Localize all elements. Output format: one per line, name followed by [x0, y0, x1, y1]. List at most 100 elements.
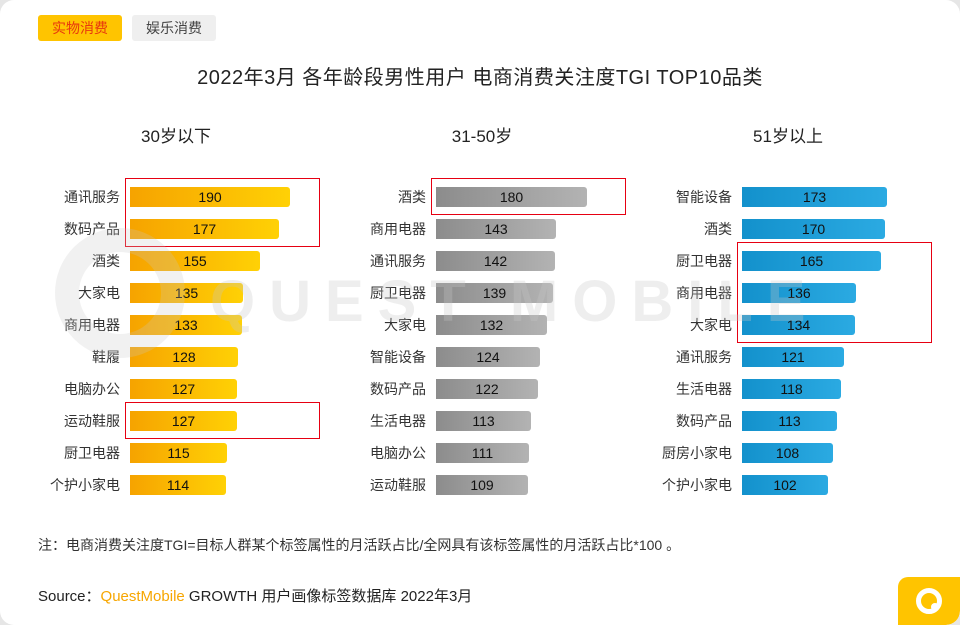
- bar-area: 165: [742, 251, 934, 271]
- bar: 143: [436, 219, 556, 239]
- tab-entertainment-consumption[interactable]: 娱乐消费: [132, 15, 216, 41]
- bar-value: 135: [174, 285, 199, 301]
- chart-row: 厨房小家电 108: [642, 437, 934, 469]
- chart-row: 大家电 134: [642, 309, 934, 341]
- category-label: 生活电器: [676, 381, 732, 397]
- chart-row: 智能设备 173: [642, 181, 934, 213]
- chart-body: 通讯服务 190 数码产品 177 酒类 155 大家电 135 商用电器 133 鞋履 128 电脑办…: [30, 178, 322, 501]
- chart-row: 电脑办公 127: [30, 373, 322, 405]
- category-label: 大家电: [78, 285, 120, 301]
- chart-row: 厨卫电器 165: [642, 245, 934, 277]
- bar-area: 155: [130, 251, 322, 271]
- bar: 165: [742, 251, 881, 271]
- source-line: Source：QuestMobile GROWTH 用户画像标签数据库 2022…: [38, 585, 960, 606]
- bar-value: 142: [483, 253, 508, 269]
- bar-value: 122: [475, 381, 499, 397]
- bar: 142: [436, 251, 555, 271]
- bar: 134: [742, 315, 855, 335]
- category-label: 数码产品: [676, 413, 732, 429]
- bar: 173: [742, 187, 887, 207]
- category-label: 大家电: [690, 317, 732, 333]
- bar-area: 113: [436, 411, 628, 431]
- bar: 128: [130, 347, 238, 367]
- chart-row: 酒类 180: [336, 181, 628, 213]
- bar: 113: [742, 411, 837, 431]
- bar-value: 165: [799, 253, 824, 269]
- bar: 180: [436, 187, 587, 207]
- bar: 109: [436, 475, 528, 495]
- charts: 30岁以下 通讯服务 190 数码产品 177 酒类 155 大家电 135 商用电器 133 鞋履…: [0, 90, 960, 501]
- bar-area: 170: [742, 219, 934, 239]
- bar-value: 173: [802, 189, 827, 205]
- bar-value: 118: [780, 381, 803, 397]
- bar: 113: [436, 411, 531, 431]
- chart-row: 数码产品 177: [30, 213, 322, 245]
- source-brand: QuestMobile: [100, 588, 185, 605]
- category-label: 酒类: [398, 189, 426, 205]
- bar-area: 134: [742, 315, 934, 335]
- bar-value: 133: [174, 317, 198, 333]
- category-label: 电脑办公: [370, 445, 426, 461]
- bar-area: 133: [130, 315, 322, 335]
- chart-body: 智能设备 173 酒类 170 厨卫电器 165 商用电器 136 大家电 134 通讯服务 121 生…: [642, 181, 934, 501]
- chart-row: 酒类 170: [642, 213, 934, 245]
- bar-value: 128: [172, 349, 196, 365]
- bar-area: 132: [436, 315, 628, 335]
- category-label: 通讯服务: [676, 349, 732, 365]
- bar: 114: [130, 475, 226, 495]
- bar-value: 102: [773, 477, 797, 493]
- bar: 121: [742, 347, 844, 367]
- bar-value: 127: [171, 381, 196, 397]
- bar-area: 142: [436, 251, 628, 271]
- chart-row: 大家电 132: [336, 309, 628, 341]
- category-label: 数码产品: [64, 221, 120, 237]
- bar-area: 111: [436, 443, 628, 463]
- bar-value: 113: [778, 413, 801, 429]
- chart-row: 通讯服务 142: [336, 245, 628, 277]
- bar-area: 177: [130, 219, 322, 239]
- chart-title: 30岁以下: [141, 127, 211, 146]
- chart-31-50: 31-50岁 酒类 180 商用电器 143 通讯服务 142 厨卫电器 139 大家电 132 智…: [336, 122, 628, 501]
- bar-value: 136: [787, 285, 811, 301]
- category-label: 个护小家电: [662, 477, 732, 493]
- bar-area: 127: [130, 411, 322, 431]
- bar-area: 121: [742, 347, 934, 367]
- chart-row: 运动鞋服 127: [30, 405, 322, 437]
- bar-area: 124: [436, 347, 628, 367]
- bar-value: 180: [499, 189, 524, 205]
- chart-over-51: 51岁以上 智能设备 173 酒类 170 厨卫电器 165 商用电器 136 大家电 134 通讯…: [642, 122, 934, 501]
- chart-row: 厨卫电器 139: [336, 277, 628, 309]
- chart-row: 通讯服务 121: [642, 341, 934, 373]
- bar: 133: [130, 315, 242, 335]
- chart-row: 大家电 135: [30, 277, 322, 309]
- chart-row: 数码产品 122: [336, 373, 628, 405]
- chart-row: 个护小家电 102: [642, 469, 934, 501]
- bar: 177: [130, 219, 279, 239]
- bar-value: 139: [482, 285, 507, 301]
- category-label: 数码产品: [370, 381, 426, 397]
- page-title: 2022年3月 各年龄段男性用户 电商消费关注度TGI TOP10品类: [197, 67, 763, 89]
- bar: 115: [130, 443, 227, 463]
- category-label: 商用电器: [64, 317, 120, 333]
- bar-area: 127: [130, 379, 322, 399]
- tab-physical-consumption[interactable]: 实物消费: [38, 15, 122, 41]
- category-label: 电脑办公: [64, 381, 120, 397]
- questmobile-logo: [898, 577, 960, 625]
- bar-value: 170: [801, 221, 826, 237]
- bar-value: 143: [484, 221, 508, 237]
- bar-area: 180: [436, 187, 628, 207]
- bar-area: 122: [436, 379, 628, 399]
- chart-row: 智能设备 124: [336, 341, 628, 373]
- bar-value: 155: [183, 253, 207, 269]
- bar: 111: [436, 443, 529, 463]
- bar-value: 108: [775, 445, 800, 461]
- bar: 136: [742, 283, 856, 303]
- bar-value: 115: [167, 445, 190, 461]
- category-label: 厨卫电器: [64, 445, 120, 461]
- bar-area: 173: [742, 187, 934, 207]
- note-text: 注：电商消费关注度TGI=目标人群某个标签属性的月活跃占比/全网具有该标签属性的…: [38, 537, 681, 553]
- bar-value: 132: [479, 317, 504, 333]
- category-label: 鞋履: [92, 349, 120, 365]
- bar: 155: [130, 251, 260, 271]
- bar: 122: [436, 379, 538, 399]
